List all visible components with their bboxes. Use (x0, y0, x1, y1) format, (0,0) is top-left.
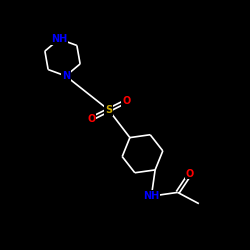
Text: O: O (186, 169, 194, 179)
Text: NH: NH (51, 34, 67, 44)
Text: O: O (87, 114, 96, 124)
Text: NH: NH (143, 191, 160, 201)
Text: N: N (62, 71, 70, 81)
Text: O: O (122, 96, 130, 106)
Text: S: S (105, 105, 112, 115)
